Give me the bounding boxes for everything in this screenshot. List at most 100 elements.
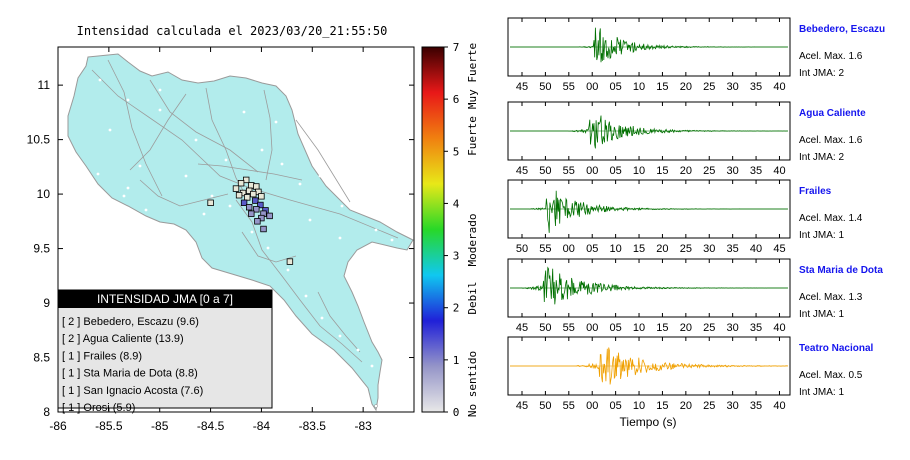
colorbar-tick-label: 7 <box>453 41 460 54</box>
road-line <box>107 59 163 197</box>
intensity-legend: INTENSIDAD JMA [0 a 7] [ 2 ] Bebedero, E… <box>57 289 273 414</box>
seismogram-panel: 50 55 00 05 10 15 20 25 30 35 40 45 Frailes Acel. Max… <box>507 179 863 255</box>
town-marker <box>96 172 100 176</box>
town-marker <box>308 218 312 222</box>
legend-row: [ 1 ] Sta Maria de Dota (8.8) <box>62 368 198 380</box>
time-tick-label: 05 <box>609 165 621 177</box>
time-tick-label: 35 <box>750 400 762 412</box>
town-marker <box>338 236 342 240</box>
time-tick-label: 15 <box>656 165 668 177</box>
map-y-axis: 11 10.5 10 9.5 9 8.5 8 <box>27 78 414 419</box>
y-tick-label: 11 <box>38 78 51 92</box>
legend-rows: [ 2 ] Bebedero, Escazu (9.6) [ 2 ] Agua C… <box>62 316 203 414</box>
colorbar-bar <box>421 46 445 413</box>
road-line <box>197 163 303 181</box>
time-tick-label: 05 <box>586 243 598 255</box>
time-tick-label: 20 <box>656 243 668 255</box>
time-tick-label: 45 <box>773 243 785 255</box>
town-marker <box>304 294 308 298</box>
seismogram-panel: 45 50 55 00 05 10 15 20 25 30 35 40 Sta Maria de Dot… <box>507 258 883 334</box>
time-tick-label: 25 <box>703 400 715 412</box>
seismogram-waveform <box>510 347 788 385</box>
legend-row: [ 2 ] Agua Caliente (13.9) <box>62 333 184 345</box>
town-marker <box>266 246 270 250</box>
town-marker <box>228 204 232 208</box>
town-marker <box>194 138 198 142</box>
time-tick-label: 55 <box>539 243 551 255</box>
station-marker <box>254 218 261 225</box>
road-line <box>317 291 361 353</box>
time-tick-label: 40 <box>773 322 785 334</box>
time-tick-label: 50 <box>539 400 551 412</box>
time-tick-label: 20 <box>680 81 692 93</box>
time-tick-label: 50 <box>539 165 551 177</box>
station-name: Sta Maria de Dota <box>799 265 883 276</box>
town-marker <box>158 88 162 92</box>
seismogram-panel: 45 50 55 00 05 10 15 20 25 30 35 40 Agua Caliente Ace… <box>507 101 866 177</box>
station-marker <box>260 225 267 233</box>
station-marker <box>237 179 245 187</box>
legend-row: [ 1 ] San Ignacio Acosta (7.6) <box>62 385 203 397</box>
time-tick-label: 40 <box>773 165 785 177</box>
station-marker <box>248 210 255 217</box>
time-tick-label: 45 <box>516 400 528 412</box>
y-tick-label: 9.5 <box>33 242 50 256</box>
colorbar-ticks: 0 1 2 3 4 5 6 7 <box>444 41 460 419</box>
max-acceleration: Acel. Max. 0.5 <box>799 370 863 381</box>
time-tick-label: 30 <box>727 400 739 412</box>
colorbar-tick-label: 0 <box>453 406 460 419</box>
time-tick-label: 30 <box>703 243 715 255</box>
station-marker <box>252 197 259 204</box>
road-line <box>241 231 297 263</box>
jma-intensity: Int JMA: 2 <box>799 152 844 163</box>
time-tick-label: 40 <box>773 400 785 412</box>
legend-box <box>57 289 273 409</box>
town-marker <box>260 148 264 152</box>
colorbar: 0 1 2 3 4 5 6 7 No sentido Debil Moderado Fuerte Mu… <box>421 41 479 419</box>
time-tick-label: 10 <box>609 243 621 255</box>
time-tick-label: 15 <box>656 81 668 93</box>
time-tick-label: 45 <box>516 81 528 93</box>
map-title: Intensidad calculada el 2023/03/20_21:55… <box>77 24 388 38</box>
time-tick-label: 25 <box>680 243 692 255</box>
y-tick-label: 9 <box>43 296 50 310</box>
time-tick-label: 00 <box>586 322 598 334</box>
time-tick-label: 00 <box>586 165 598 177</box>
time-tick-label: 40 <box>773 81 785 93</box>
town-marker <box>158 108 162 112</box>
station-marker <box>242 176 250 184</box>
x-tick-label: -86 <box>49 419 67 433</box>
station-name: Frailes <box>799 186 832 197</box>
colorbar-label: Muy Fuerte <box>466 43 479 109</box>
time-tick-label: 25 <box>703 165 715 177</box>
station-marker <box>250 190 257 198</box>
road-line <box>295 119 351 203</box>
y-tick-label: 10 <box>37 187 51 201</box>
time-tick-label: 20 <box>680 400 692 412</box>
station-marker <box>245 187 253 194</box>
station-name: Bebedero, Escazu <box>799 24 885 35</box>
time-tick-label: 50 <box>516 243 528 255</box>
x-tick-label: -85.5 <box>95 419 123 433</box>
road-line <box>263 89 273 181</box>
town-marker <box>210 194 214 198</box>
colorbar-label: Debil <box>466 281 479 314</box>
station-marker <box>253 206 260 213</box>
x-tick-label: -84 <box>253 419 271 433</box>
colorbar-tick-label: 2 <box>453 302 460 315</box>
town-marker <box>126 186 130 190</box>
seismogram-waveform <box>510 190 788 233</box>
time-tick-label: 30 <box>727 81 739 93</box>
time-tick-label: 55 <box>563 81 575 93</box>
town-marker <box>242 110 246 114</box>
station-marker <box>245 203 253 211</box>
time-tick-label: 45 <box>516 165 528 177</box>
station-marker <box>207 199 214 206</box>
time-tick-label: 15 <box>633 243 645 255</box>
x-tick-label: -83.5 <box>299 419 327 433</box>
town-marker <box>298 182 302 186</box>
town-marker <box>280 162 284 166</box>
seismogram-xlabel: Tiempo (s) <box>620 415 677 429</box>
map-x-axis: -86 -85.5 -85 -84.5 -84 -83.5 -83 <box>49 47 372 433</box>
